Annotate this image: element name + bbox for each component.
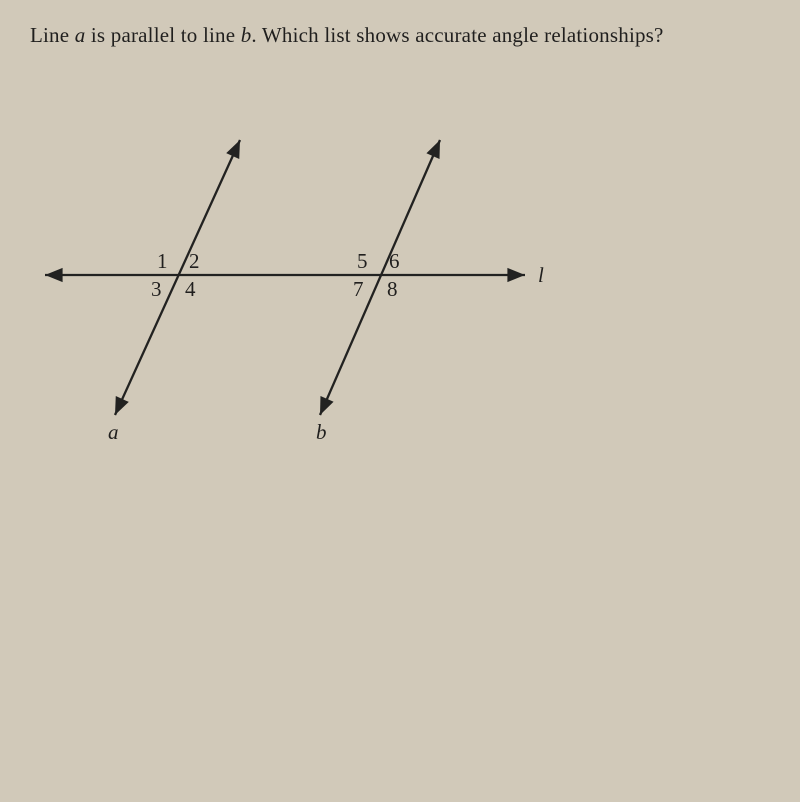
q-prefix: Line bbox=[30, 23, 75, 47]
geometry-diagram: 1 2 3 4 5 6 7 8 l a b bbox=[20, 100, 580, 440]
q-var-b: b bbox=[241, 23, 252, 47]
line-l-label: l bbox=[538, 263, 544, 288]
question-text: Line a is parallel to line b. Which list… bbox=[30, 20, 770, 50]
q-mid1: is parallel to line bbox=[85, 23, 240, 47]
worksheet-page: Line a is parallel to line b. Which list… bbox=[0, 0, 800, 802]
angle-6: 6 bbox=[389, 249, 400, 274]
angle-4: 4 bbox=[185, 277, 196, 302]
q-var-a: a bbox=[75, 23, 86, 47]
angle-3: 3 bbox=[151, 277, 162, 302]
angle-1: 1 bbox=[157, 249, 168, 274]
angle-8: 8 bbox=[387, 277, 398, 302]
q-suffix: . Which list shows accurate angle relati… bbox=[251, 23, 663, 47]
line-a-label: a bbox=[108, 420, 119, 445]
diagram-svg bbox=[20, 100, 580, 440]
angle-2: 2 bbox=[189, 249, 200, 274]
angle-5: 5 bbox=[357, 249, 368, 274]
angle-7: 7 bbox=[353, 277, 364, 302]
line-b-label: b bbox=[316, 420, 327, 445]
